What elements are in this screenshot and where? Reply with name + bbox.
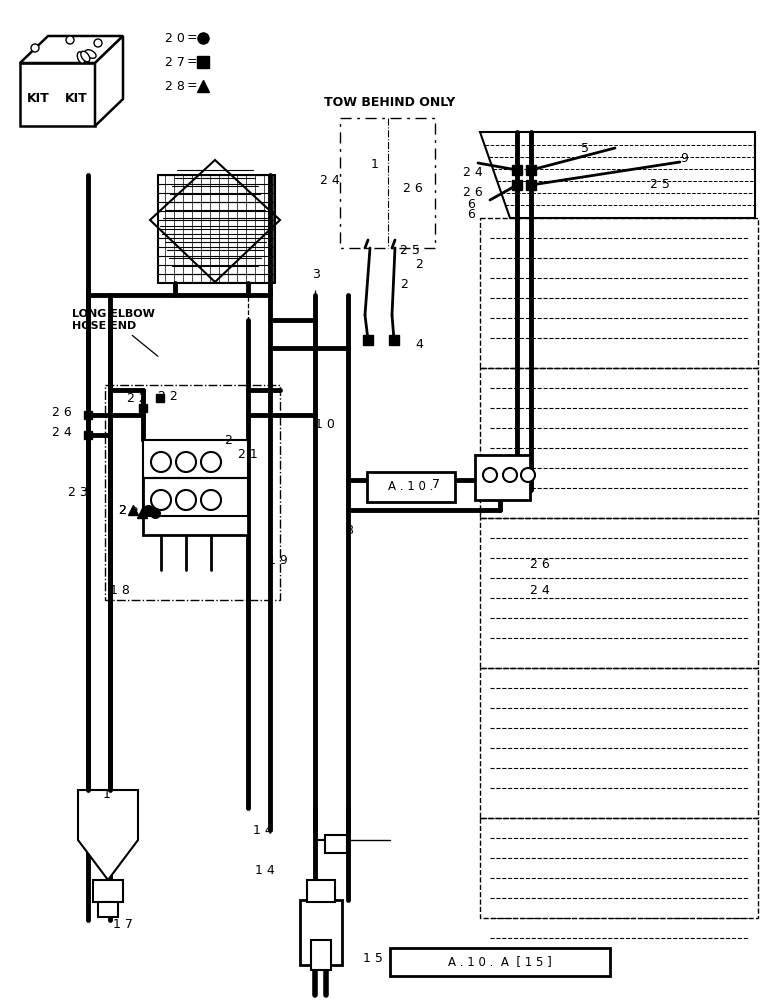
Circle shape	[483, 468, 497, 482]
Text: 8: 8	[345, 524, 353, 536]
Text: A . 1 0 .  A  [ 1 5 ]: A . 1 0 . A [ 1 5 ]	[448, 956, 552, 968]
Circle shape	[176, 490, 196, 510]
Text: 2 4: 2 4	[320, 174, 340, 186]
Text: 2 6: 2 6	[403, 182, 423, 194]
Text: 1 5: 1 5	[363, 952, 383, 964]
Text: 2 0: 2 0	[165, 31, 185, 44]
Text: 2 4: 2 4	[530, 584, 550, 596]
Bar	[480, 218, 758, 368]
Bar	[311, 940, 331, 970]
Text: 2 2: 2 2	[158, 390, 178, 403]
Text: TOW BEHIND ONLY: TOW BEHIND ONLY	[324, 97, 455, 109]
Polygon shape	[480, 132, 755, 218]
Bar	[98, 902, 118, 917]
Text: 2 4: 2 4	[52, 426, 72, 438]
Text: 2 7: 2 7	[165, 55, 185, 68]
Bar	[143, 440, 248, 478]
Text: 2 8: 2 8	[165, 80, 185, 93]
Text: 2 5: 2 5	[400, 243, 420, 256]
Bar	[367, 472, 455, 502]
Text: LONG ELBOW
HOSE END: LONG ELBOW HOSE END	[72, 309, 157, 356]
Circle shape	[201, 452, 221, 472]
Text: 1 0: 1 0	[315, 418, 335, 432]
Text: 4: 4	[415, 338, 423, 352]
Bar	[93, 880, 123, 902]
Text: 2 6: 2 6	[530, 558, 550, 572]
Bar	[480, 518, 758, 668]
Text: 2 6: 2 6	[52, 406, 72, 418]
Text: 3: 3	[312, 268, 320, 282]
Bar	[480, 818, 758, 918]
Text: KIT: KIT	[65, 92, 87, 104]
Text: 2 5: 2 5	[650, 178, 670, 192]
Polygon shape	[78, 790, 138, 880]
Polygon shape	[20, 63, 95, 126]
Bar	[390, 948, 610, 976]
Circle shape	[66, 36, 74, 44]
Ellipse shape	[77, 52, 85, 63]
Bar	[480, 668, 758, 818]
Circle shape	[151, 452, 171, 472]
Text: 2: 2	[118, 504, 126, 516]
Text: 1 4: 1 4	[255, 863, 275, 876]
Text: 2 2: 2 2	[127, 391, 147, 404]
Text: =: =	[187, 31, 198, 44]
Text: 2: 2	[224, 434, 232, 446]
Circle shape	[151, 490, 171, 510]
Text: 2 4: 2 4	[463, 166, 482, 180]
Text: 2: 2	[118, 504, 126, 516]
Text: 2: 2	[400, 278, 408, 292]
Text: 2: 2	[415, 258, 423, 271]
Text: 9: 9	[680, 151, 688, 164]
Text: 1 9: 1 9	[268, 554, 288, 566]
Text: 2 1: 2 1	[238, 448, 258, 462]
Text: KIT: KIT	[26, 92, 49, 104]
Circle shape	[503, 468, 517, 482]
Bar	[105, 385, 280, 600]
Circle shape	[521, 468, 535, 482]
Text: A . 1 0 .: A . 1 0 .	[388, 481, 434, 493]
Ellipse shape	[85, 50, 96, 58]
Text: 6: 6	[467, 198, 475, 212]
Text: 1 4: 1 4	[253, 824, 273, 836]
Text: 7: 7	[432, 479, 440, 491]
Circle shape	[176, 452, 196, 472]
Text: =: =	[187, 80, 198, 93]
Text: 1 8: 1 8	[110, 584, 130, 596]
Circle shape	[201, 490, 221, 510]
Text: 1 7: 1 7	[113, 918, 133, 930]
Bar	[475, 455, 530, 500]
Text: 1: 1	[371, 158, 379, 172]
Text: 2 3: 2 3	[68, 486, 88, 498]
Bar	[340, 118, 435, 248]
Polygon shape	[20, 36, 123, 63]
Ellipse shape	[81, 51, 90, 62]
Polygon shape	[95, 36, 123, 126]
Bar	[143, 440, 248, 535]
Text: 1: 1	[103, 788, 111, 802]
Text: 2: 2	[130, 506, 138, 520]
Text: 2 6: 2 6	[463, 186, 482, 200]
Bar	[300, 900, 342, 965]
Text: =: =	[187, 55, 198, 68]
Bar	[325, 835, 347, 853]
Bar	[480, 368, 758, 518]
Text: 6: 6	[467, 209, 475, 222]
Circle shape	[94, 39, 102, 47]
Text: 5: 5	[581, 141, 589, 154]
Circle shape	[31, 44, 39, 52]
Bar	[143, 478, 248, 516]
Bar	[307, 880, 335, 902]
